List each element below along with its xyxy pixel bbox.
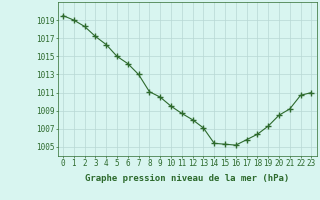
X-axis label: Graphe pression niveau de la mer (hPa): Graphe pression niveau de la mer (hPa) [85,174,289,183]
